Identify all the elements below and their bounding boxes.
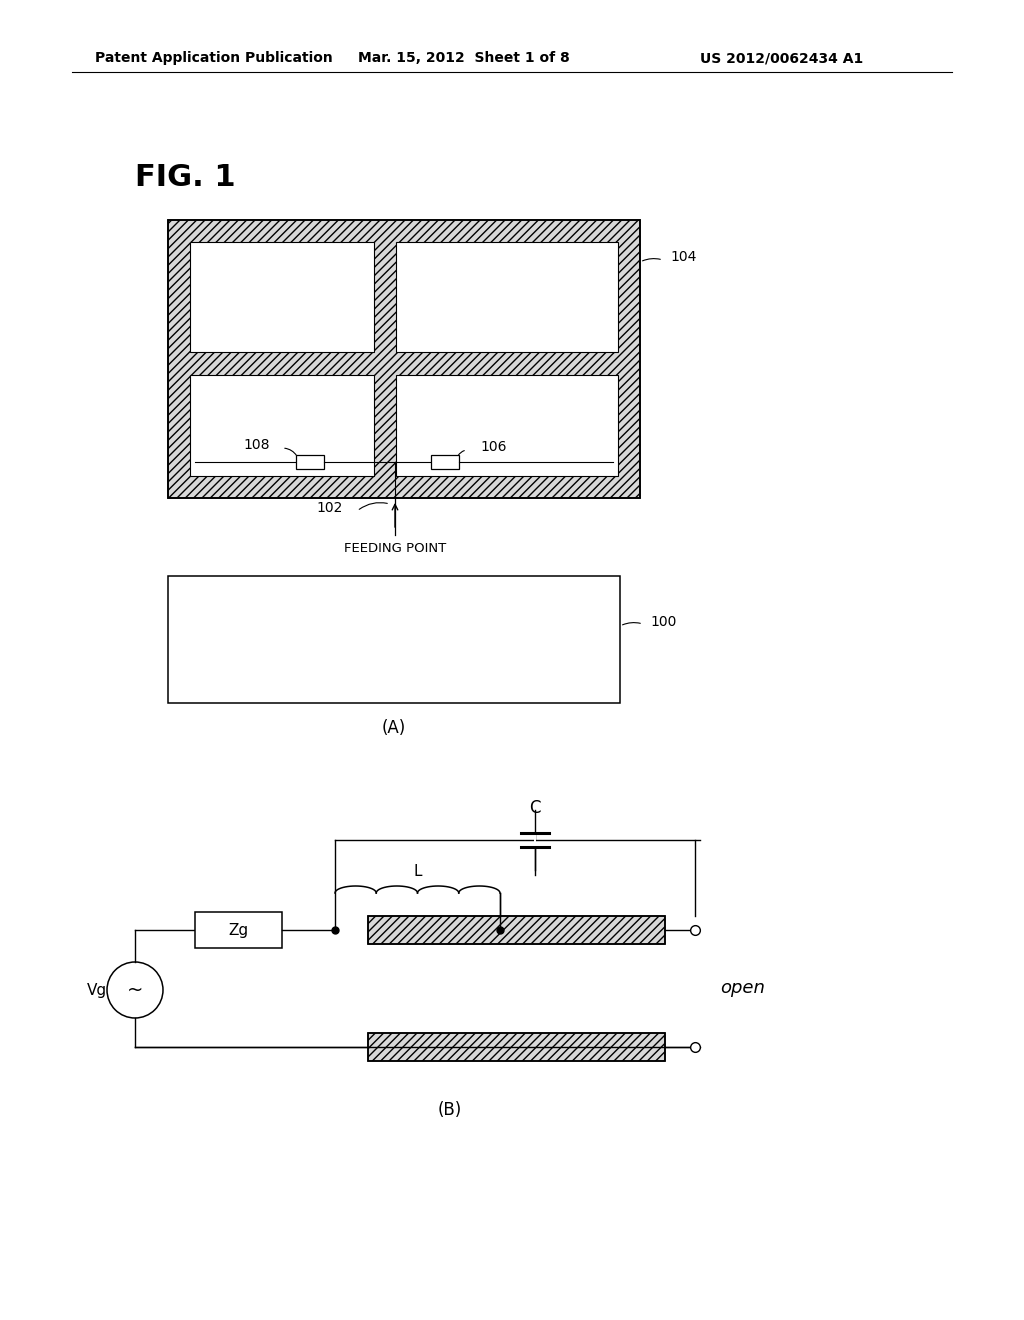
- Bar: [168, 220, 640, 498]
- Text: ~: ~: [127, 981, 143, 999]
- Bar: [168, 576, 620, 704]
- Text: open: open: [720, 979, 765, 997]
- Text: 100: 100: [650, 615, 677, 630]
- Text: 102: 102: [316, 502, 343, 515]
- Bar: [168, 220, 640, 498]
- Bar: [195, 912, 282, 948]
- Text: 104: 104: [670, 249, 696, 264]
- Bar: [368, 1034, 665, 1061]
- Bar: [396, 375, 618, 477]
- Text: (B): (B): [438, 1101, 462, 1119]
- Text: Vg: Vg: [87, 982, 108, 998]
- Bar: [396, 242, 618, 352]
- Text: Patent Application Publication: Patent Application Publication: [95, 51, 333, 65]
- Text: FIG. 1: FIG. 1: [135, 164, 236, 193]
- Bar: [396, 375, 618, 477]
- Bar: [190, 242, 374, 352]
- Text: 108: 108: [244, 438, 270, 451]
- Bar: [431, 455, 459, 469]
- Bar: [368, 916, 665, 944]
- Bar: [190, 242, 374, 352]
- Text: 106: 106: [480, 440, 507, 454]
- Text: FEEDING POINT: FEEDING POINT: [344, 541, 446, 554]
- Bar: [534, 832, 536, 847]
- Text: Zg: Zg: [228, 923, 249, 937]
- Bar: [396, 242, 618, 352]
- Bar: [368, 1034, 665, 1061]
- Bar: [296, 455, 324, 469]
- Bar: [368, 916, 665, 944]
- Text: Mar. 15, 2012  Sheet 1 of 8: Mar. 15, 2012 Sheet 1 of 8: [358, 51, 569, 65]
- Text: L: L: [414, 863, 422, 879]
- Text: (A): (A): [382, 719, 407, 737]
- Bar: [190, 375, 374, 477]
- Bar: [190, 375, 374, 477]
- Text: C: C: [529, 799, 541, 817]
- Text: US 2012/0062434 A1: US 2012/0062434 A1: [700, 51, 863, 65]
